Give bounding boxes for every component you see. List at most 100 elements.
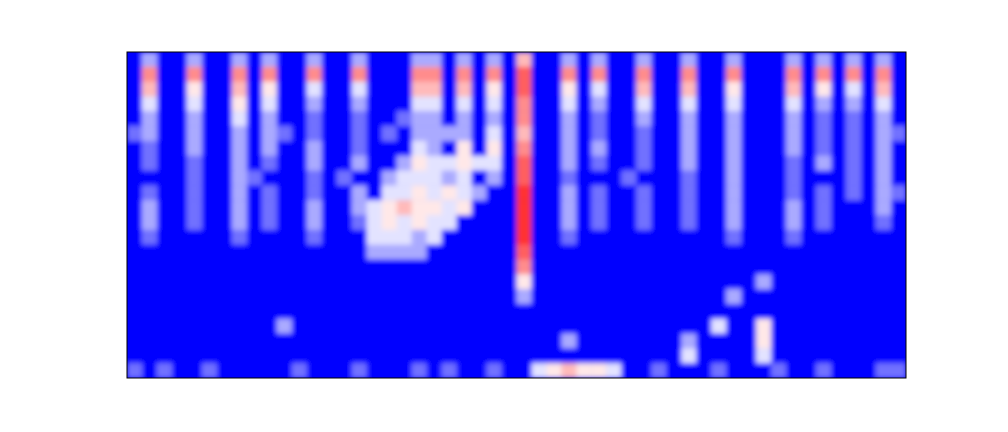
cell (771, 52, 786, 67)
cell (771, 348, 786, 363)
cell (741, 111, 756, 126)
cell (247, 259, 262, 274)
cell (187, 245, 202, 260)
cell (427, 171, 442, 186)
cell (771, 230, 786, 245)
cell (277, 171, 292, 186)
cell (651, 230, 666, 245)
cell (247, 200, 262, 215)
cell (546, 348, 561, 363)
cell (531, 334, 546, 349)
cell (546, 67, 561, 82)
cell (232, 245, 247, 260)
cell (202, 200, 217, 215)
cell (292, 259, 307, 274)
cell (232, 111, 247, 126)
cell (606, 156, 621, 171)
cell (846, 126, 861, 141)
cell (636, 319, 651, 334)
cell (696, 141, 711, 156)
cell (472, 259, 487, 274)
cell (442, 156, 457, 171)
cell (606, 259, 621, 274)
cell (187, 348, 202, 363)
cell (457, 82, 472, 97)
cell (636, 156, 651, 171)
cell (726, 126, 741, 141)
cell (292, 96, 307, 111)
cell (142, 348, 157, 363)
cell (786, 200, 801, 215)
cell (277, 67, 292, 82)
cell (726, 215, 741, 230)
cell (801, 319, 816, 334)
cell (891, 363, 906, 378)
cell (846, 171, 861, 186)
cell (157, 67, 172, 82)
cell (786, 363, 801, 378)
cell (247, 171, 262, 186)
cell (696, 274, 711, 289)
cell (307, 289, 322, 304)
cell (217, 156, 232, 171)
cell (232, 96, 247, 111)
cell (187, 171, 202, 186)
cell (217, 289, 232, 304)
cell (816, 348, 831, 363)
cell (546, 185, 561, 200)
cell (127, 126, 142, 141)
cell (307, 259, 322, 274)
cell (457, 334, 472, 349)
cell (472, 289, 487, 304)
cell (157, 215, 172, 230)
cell (337, 230, 352, 245)
cell (127, 230, 142, 245)
cell (861, 334, 876, 349)
cell (127, 96, 142, 111)
cell (157, 304, 172, 319)
cell (711, 82, 726, 97)
cell (457, 304, 472, 319)
cell (636, 245, 651, 260)
cell (711, 126, 726, 141)
cell (187, 126, 202, 141)
cell (816, 126, 831, 141)
cell (307, 230, 322, 245)
cell (531, 200, 546, 215)
cell (786, 156, 801, 171)
cell (831, 230, 846, 245)
cell (232, 215, 247, 230)
cell (576, 304, 591, 319)
cell (786, 319, 801, 334)
cell (591, 348, 606, 363)
cell (457, 259, 472, 274)
cell (127, 52, 142, 67)
cell (247, 52, 262, 67)
cell (801, 200, 816, 215)
cell (816, 67, 831, 82)
cell (157, 348, 172, 363)
cell (591, 289, 606, 304)
cell (262, 171, 277, 186)
cell (591, 96, 606, 111)
cell (277, 230, 292, 245)
frame (127, 52, 906, 378)
cell (217, 274, 232, 289)
cell (367, 215, 382, 230)
cell (202, 230, 217, 245)
cell (756, 245, 771, 260)
cell (801, 230, 816, 245)
cell (232, 185, 247, 200)
cell (606, 230, 621, 245)
cell (816, 111, 831, 126)
cell (277, 259, 292, 274)
cell (756, 156, 771, 171)
cell (696, 156, 711, 171)
cell (546, 156, 561, 171)
cell (337, 141, 352, 156)
cell (621, 259, 636, 274)
cell (352, 363, 367, 378)
cell (277, 126, 292, 141)
cell (472, 111, 487, 126)
cell (412, 259, 427, 274)
